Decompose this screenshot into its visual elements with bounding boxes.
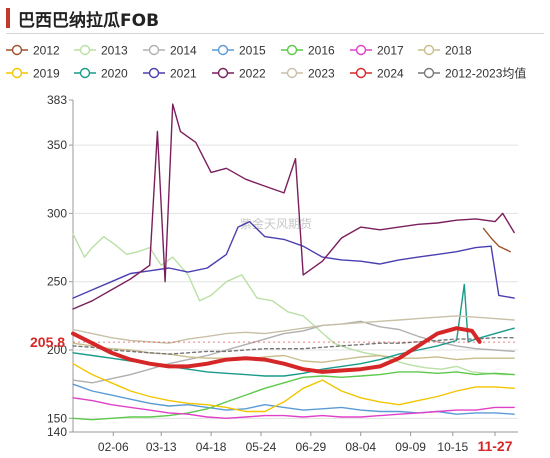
series-line-2021 [72,220,515,299]
legend-label-2012: 2012 [33,44,60,58]
chart-title-bar: 巴西巴纳拉瓜FOB [6,6,544,34]
legend-marker [148,67,160,79]
series-line-2012 [482,227,511,253]
x-tick-label: 02-06 [98,440,129,454]
legend-marker [423,44,435,56]
legend-label-2024: 2024 [377,67,404,81]
legend-marker [423,67,435,79]
watermark-text: 紫金天风期货 [240,216,312,231]
legend-marker [355,67,367,79]
legend-label-2013: 2013 [101,44,128,58]
y-tick-label: 350 [47,138,67,152]
legend-marker [286,44,298,56]
x-tick-label: 04-18 [196,440,227,454]
series-line-2019 [72,363,515,413]
legend-label-2015: 2015 [239,44,266,58]
x-tick-label: 09-09 [395,440,426,454]
legend-label-2018: 2018 [445,44,472,58]
chart-title: 巴西巴纳拉瓜FOB [18,11,160,31]
legend-marker [79,44,91,56]
legend-label-2012-2023均值: 2012-2023均值 [445,66,526,81]
y-tick-label: 250 [47,275,67,289]
series-line-2016 [72,371,515,421]
series-line-2023 [72,315,515,344]
series-line-2017 [72,397,515,419]
series-line-2012-2023均值 [72,337,515,355]
title-divider [6,33,544,34]
series-line-2014 [72,320,515,384]
legend-marker [355,44,367,56]
series-line-2015 [72,383,515,415]
legend-marker [148,44,160,56]
y-tick-label: 300 [47,206,67,220]
legend-label-2021: 2021 [170,67,197,81]
legend-marker [217,67,229,79]
x-tick-label: 05-24 [246,440,277,454]
series-line-2013 [72,233,515,376]
x-tick-label: 03-13 [146,440,177,454]
legend-marker [11,67,23,79]
y-tick-label: 140 [47,425,67,439]
x-tick-label: 11-27 [477,438,512,454]
legend-label-2020: 2020 [101,67,128,81]
legend-marker [286,67,298,79]
legend-label-2019: 2019 [33,67,60,81]
current-value-label: 205.8 [30,334,65,350]
y-tick-label: 383 [47,93,67,107]
y-tick-label: 200 [47,343,67,357]
x-tick-label: 06-29 [295,440,326,454]
legend-label-2016: 2016 [308,44,335,58]
y-tick-label: 150 [47,411,67,425]
legend-label-2023: 2023 [308,67,335,81]
x-tick-label: 10-15 [437,440,468,454]
legend-label-2017: 2017 [377,44,404,58]
title-accent-bar [6,8,10,28]
legend-label-2022: 2022 [239,67,266,81]
legend-marker [217,44,229,56]
legend-marker [11,44,23,56]
legend-marker [79,67,91,79]
x-tick-label: 08-04 [345,440,376,454]
legend-label-2014: 2014 [170,44,197,58]
series-line-2022 [72,103,515,310]
